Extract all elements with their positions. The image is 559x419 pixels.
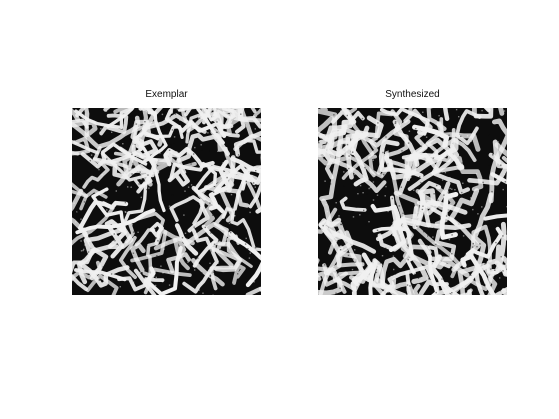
synthesized-title: Synthesized [385, 89, 440, 100]
exemplar-panel: Exemplar [72, 88, 261, 295]
synthesized-panel: Synthesized [318, 88, 507, 295]
synthesized-texture-image [318, 108, 507, 295]
exemplar-title: Exemplar [145, 89, 188, 100]
exemplar-texture-image [72, 108, 261, 295]
